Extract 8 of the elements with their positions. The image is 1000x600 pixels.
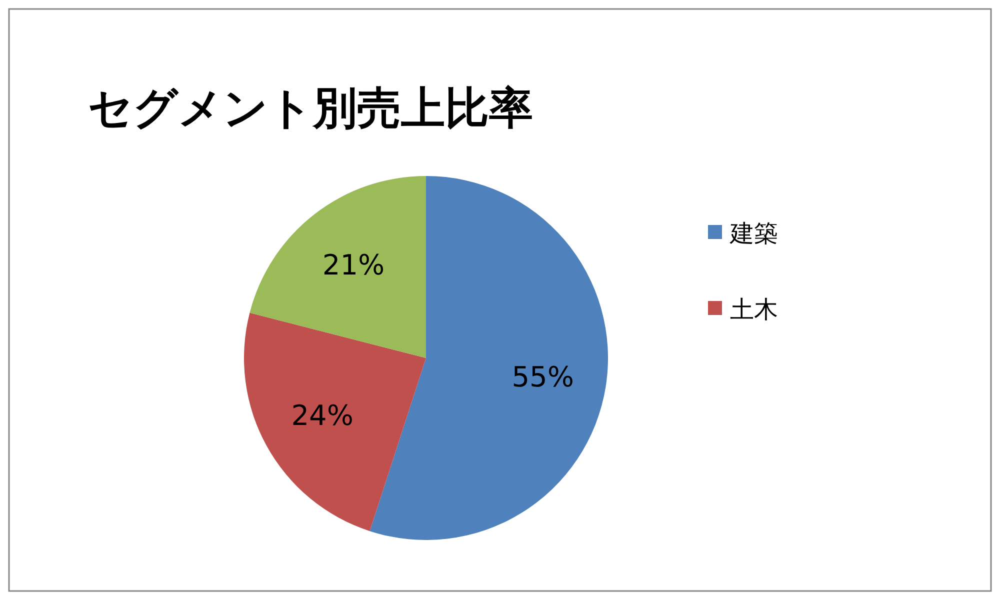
chart-title: セグメント別売上比率 xyxy=(88,83,533,134)
pie-slice xyxy=(250,176,426,358)
data-label: 24% xyxy=(291,398,354,432)
legend-label: 建築 xyxy=(729,219,778,248)
pie-slice xyxy=(244,312,426,532)
legend-label: 土木 xyxy=(730,295,778,324)
data-label: 55% xyxy=(512,360,574,394)
data-label: 21% xyxy=(322,248,385,282)
